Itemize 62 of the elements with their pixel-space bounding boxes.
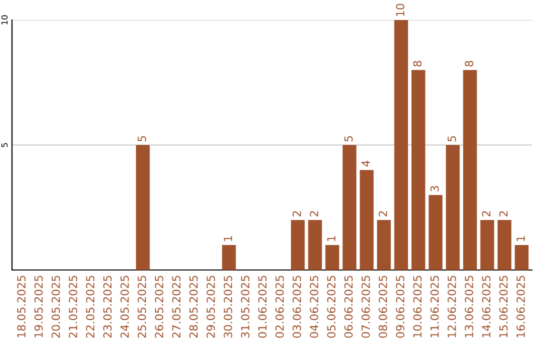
x-tick-label: 27.05.2025 <box>172 276 181 338</box>
data-label: 2 <box>378 211 387 216</box>
bar <box>411 70 426 270</box>
bar <box>360 170 374 270</box>
x-tick-label: 24.05.2025 <box>120 276 129 338</box>
data-label: 1 <box>224 236 232 241</box>
x-tick-label: 11.06.2025 <box>430 276 439 338</box>
x-tick-label: 25.05.2025 <box>138 276 146 338</box>
bar <box>136 145 150 270</box>
data-label: 2 <box>310 211 318 216</box>
x-tick-label: 07.06.2025 <box>362 276 370 338</box>
x-tick-label: 06.06.2025 <box>344 276 353 338</box>
x-tick-label: 09.06.2025 <box>396 276 404 338</box>
x-tick-label: 04.06.2025 <box>310 276 318 338</box>
x-tick-label: 20.05.2025 <box>52 276 60 338</box>
x-tick-label: 26.05.2025 <box>154 276 164 338</box>
x-tick-label: 30.05.2025 <box>224 276 232 338</box>
x-tick-label: 16.06.2025 <box>516 276 525 338</box>
data-label: 2 <box>292 211 301 216</box>
data-label: 4 <box>362 160 370 167</box>
bar <box>377 220 391 270</box>
x-tick-label: 19.05.2025 <box>34 276 43 338</box>
bar <box>480 220 494 270</box>
x-tick-label: 15.06.2025 <box>499 276 508 338</box>
x-tick-label: 13.06.2025 <box>464 276 474 338</box>
bar <box>342 145 356 270</box>
data-label: 1 <box>516 236 525 241</box>
data-label: 8 <box>464 60 474 66</box>
bar <box>498 220 512 270</box>
bar <box>325 245 340 270</box>
data-label: 1 <box>327 236 336 241</box>
x-tick-label: 08.06.2025 <box>378 276 388 338</box>
bar <box>222 245 236 270</box>
x-tick-label: 02.06.2025 <box>275 276 284 338</box>
bar <box>514 245 529 270</box>
x-tick-label: 21.05.2025 <box>68 276 78 338</box>
x-tick-label: 31.05.2025 <box>240 276 250 338</box>
data-label: 2 <box>482 211 490 216</box>
bar <box>446 145 460 270</box>
x-tick-label: 03.06.2025 <box>292 276 302 338</box>
bar <box>428 195 442 270</box>
bar <box>394 20 408 270</box>
x-tick-label: 18.05.2025 <box>17 276 26 338</box>
x-tick-label: 22.05.2025 <box>86 276 94 338</box>
bar <box>290 220 305 270</box>
data-label: 3 <box>430 186 439 192</box>
x-tick-label: 10.06.2025 <box>413 276 422 338</box>
data-label: 5 <box>138 136 146 142</box>
x-tick-label: 01.06.2025 <box>258 276 267 338</box>
bar <box>463 70 477 270</box>
x-tick-label: 14.06.2025 <box>482 276 490 338</box>
data-label: 5 <box>448 136 456 142</box>
x-tick-label: 05.06.2025 <box>327 276 336 338</box>
x-tick-label: 28.05.2025 <box>189 276 198 338</box>
data-label: 5 <box>344 136 353 142</box>
bar <box>308 220 322 270</box>
data-label: 10 <box>396 4 404 16</box>
x-tick-label: 23.05.2025 <box>103 276 112 338</box>
data-label: 2 <box>499 211 508 216</box>
x-tick-label: 29.05.2025 <box>206 276 215 338</box>
x-tick-label: 12.06.2025 <box>448 276 456 338</box>
data-label: 8 <box>413 60 422 66</box>
